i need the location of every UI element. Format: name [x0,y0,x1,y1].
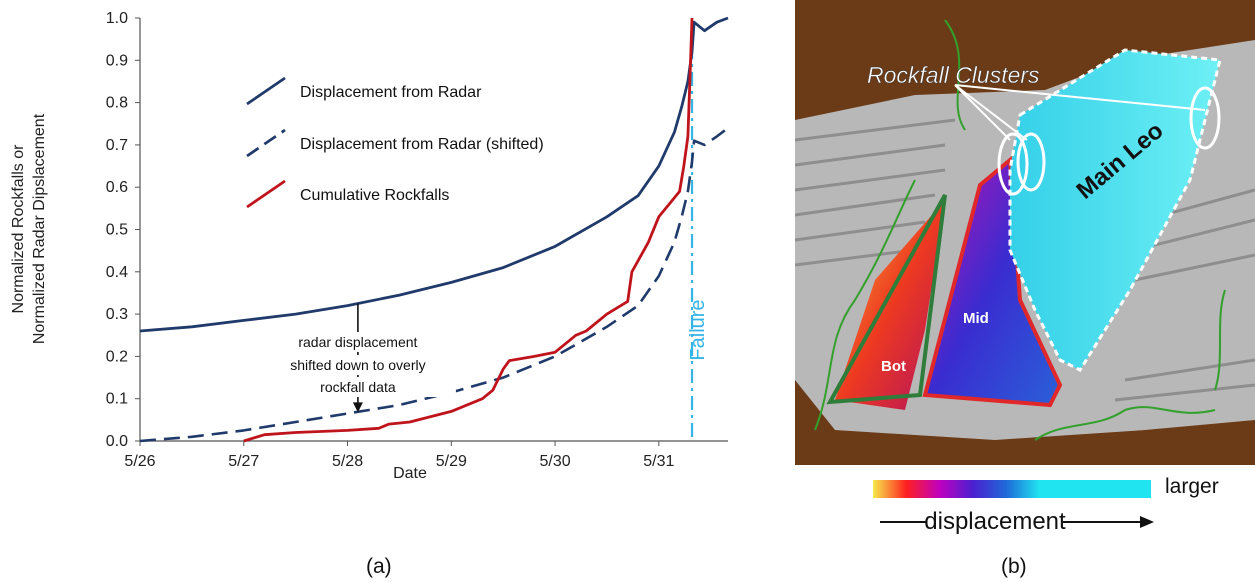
bot-zone-fill [835,200,945,410]
series-line-2 [139,126,729,443]
cluster-ellipse-3 [1189,86,1221,150]
cluster-pointer-lines [954,84,1206,141]
y-tick-label: 0.7 [106,137,128,154]
annotation-arrowhead [352,402,363,413]
failure-label: Failure [687,299,709,360]
y-tick-label: 0.9 [106,52,128,69]
panel-b-displacement-map: Rockfall Clusters Main Leo Mid Bot [795,0,1255,465]
colorbar-label: displacement [924,508,1066,535]
y-tick-label: 0.5 [106,222,128,239]
plot-area: 0.0 0.1 0.2 0.3 0.4 0.5 0.6 0.7 0.8 0.9 1.0 5/26 5/2… [106,10,729,470]
x-tick-label: 5/29 [436,453,467,470]
y-tick-label: 0.8 [106,95,128,112]
legend-swatch [246,76,286,106]
legend-swatch [246,128,286,158]
y-axis-title-line: Normalized Rockfalls or [10,144,27,314]
y-axis-title-line: Normalized Radar Dipslacement [31,113,48,344]
y-tick-label: 0.1 [106,391,128,408]
chart-a: 0.0 0.1 0.2 0.3 0.4 0.5 0.6 0.7 0.8 0.9 1.0 5/26 5/2… [10,10,729,480]
y-tick-label: 0.3 [106,306,128,323]
colorbar-arrow: displacement [878,506,1158,536]
colorbar-end-label: larger [1165,475,1219,498]
x-axis-title: Date [393,465,427,480]
label-mid: Mid [963,310,989,327]
contour-lines [814,19,1226,441]
y-tick-label: 0.0 [106,433,128,450]
annotation-text-bg [259,332,456,352]
annotation-text-line: radar displacement [298,334,417,350]
y-tick-label: 1.0 [106,10,128,27]
annotation-text-line: rockfall data [320,379,396,395]
y-tick-label: 0.4 [106,264,128,281]
main-leo-outline [1008,48,1222,372]
caption-b: (b) [1001,555,1027,578]
colorbar-arrow-graphic: displacement [880,508,1154,535]
legend-label: Displacement from Radar [300,84,482,101]
series-line-1 [139,16,729,333]
bot-zone-outline [826,194,947,405]
x-tick-label: 5/28 [332,453,363,470]
x-tick-label: 5/26 [124,453,155,470]
legend-label: Cumulative Rockfalls [300,187,449,204]
label-bot: Bot [881,358,906,375]
legend-swatch [246,179,286,209]
annotation-text-bg [259,355,456,375]
y-tick-label: 0.6 [106,179,128,196]
mid-zone [922,155,1063,408]
x-tick-label: 5/31 [643,453,674,470]
caption-a: (a) [366,555,392,578]
annotation-text-bg [259,377,456,397]
cluster-ellipse-2 [1016,132,1046,192]
colorbar [873,480,1151,498]
y-tick-label: 0.2 [106,348,128,365]
label-rockfall-clusters: Rockfall Clusters [867,62,1040,88]
series-line-3 [243,17,694,443]
bench-lines [795,118,1255,402]
main-leo-zone [1010,50,1220,370]
displacement-map: Rockfall Clusters Main Leo Mid Bot [795,0,1255,465]
x-tick-label: 5/27 [228,453,259,470]
legend-label: Displacement from Radar (shifted) [300,136,544,153]
x-tick-label: 5/30 [539,453,570,470]
cluster-ellipse-1 [997,132,1029,196]
annotation-text-line: shifted down to overly [290,357,425,373]
y-axis-title: Normalized Rockfalls or Normalized Radar … [10,113,48,344]
